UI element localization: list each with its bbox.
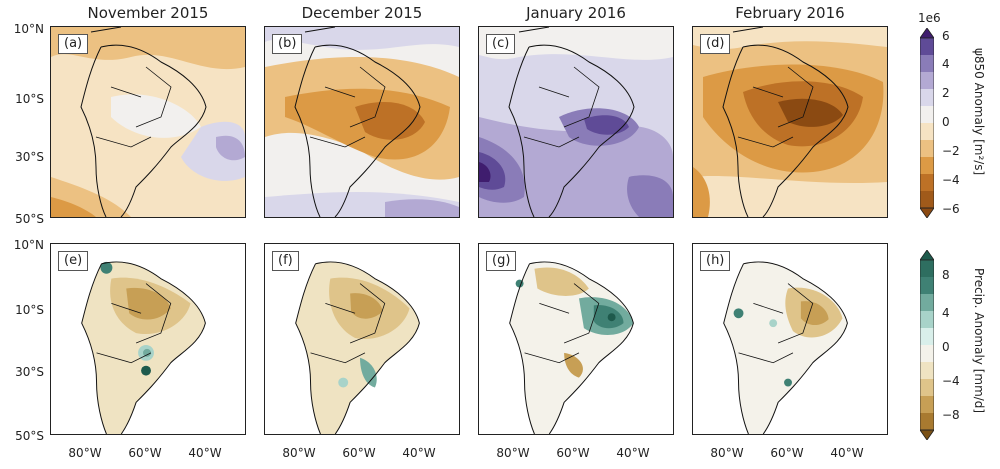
ytick-top-10n: 10°N	[13, 22, 44, 36]
colorbar-top-tick-neg2: −2	[942, 144, 960, 158]
precipitation-map-feb-2016	[694, 244, 886, 434]
panel-label-f: (f)	[272, 251, 299, 271]
colorbar-top-tick-neg4: −4	[942, 173, 960, 187]
colorbar-top	[920, 28, 934, 218]
streamfunction-map-nov-2015	[51, 27, 245, 217]
colorbar-top-tick-0: 0	[942, 115, 950, 129]
column-title-feb-2016: February 2016	[735, 4, 845, 22]
colorbar-bottom-tick-neg8: −8	[942, 408, 960, 422]
streamfunction-map-jan-2016	[479, 27, 673, 217]
panel-label-c: (c)	[486, 34, 516, 54]
panel-a: (a)	[50, 26, 246, 218]
xtick-f-80w: 80°W	[282, 446, 316, 460]
xtick-h-40w: 40°W	[830, 446, 864, 460]
column-title-dec-2015: December 2015	[301, 4, 423, 22]
xtick-e-80w: 80°W	[68, 446, 102, 460]
panel-g: (g)	[478, 243, 674, 435]
streamfunction-map-feb-2016	[693, 27, 887, 217]
panel-b: (b)	[264, 26, 460, 218]
colorbar-top-tick-6: 6	[942, 29, 950, 43]
panel-h: (h)	[692, 243, 888, 435]
xtick-h-80w: 80°W	[710, 446, 744, 460]
colorbar-bottom-tick-neg4: −4	[942, 374, 960, 388]
panel-f: (f)	[264, 243, 460, 435]
panel-label-a: (a)	[58, 34, 89, 54]
panel-label-e: (e)	[58, 251, 89, 271]
panel-d: (d)	[692, 26, 888, 218]
colorbar-bottom-tick-0: 0	[942, 340, 950, 354]
ytick-bottom-30s: 30°S	[15, 365, 44, 379]
ytick-bottom-50s: 50°S	[15, 429, 44, 443]
colorbar-top-tick-2: 2	[942, 86, 950, 100]
colorbar-top-label: ψ850 Anomaly [m²/s]	[972, 48, 986, 176]
panel-label-g: (g)	[486, 251, 517, 271]
ytick-top-10s: 10°S	[15, 92, 44, 106]
xtick-g-80w: 80°W	[496, 446, 530, 460]
panel-c: (c)	[478, 26, 674, 218]
colorbar-top-exponent: 1e6	[918, 11, 941, 25]
column-title-jan-2016: January 2016	[526, 4, 626, 22]
streamfunction-map-dec-2015	[265, 27, 459, 217]
precipitation-map-jan-2016	[480, 244, 672, 434]
panel-label-d: (d)	[700, 34, 731, 54]
precipitation-map-dec-2015	[266, 244, 458, 434]
xtick-g-40w: 40°W	[616, 446, 650, 460]
ytick-top-30s: 30°S	[15, 150, 44, 164]
panel-label-b: (b)	[272, 34, 303, 54]
colorbar-bottom-label: Precip. Anomaly [mm/d]	[972, 268, 986, 414]
colorbar-top-tick-4: 4	[942, 57, 950, 71]
xtick-g-60w: 60°W	[556, 446, 590, 460]
column-title-nov-2015: November 2015	[87, 4, 209, 22]
xtick-h-60w: 60°W	[770, 446, 804, 460]
xtick-f-40w: 40°W	[402, 446, 436, 460]
colorbar-bottom-tick-4: 4	[942, 306, 950, 320]
xtick-f-60w: 60°W	[342, 446, 376, 460]
xtick-e-40w: 40°W	[188, 446, 222, 460]
ytick-bottom-10n: 10°N	[13, 238, 44, 252]
colorbar-bottom-tick-8: 8	[942, 268, 950, 282]
colorbar-top-tick-neg6: −6	[942, 202, 960, 216]
xtick-e-60w: 60°W	[128, 446, 162, 460]
colorbar-bottom	[920, 250, 934, 440]
precipitation-map-nov-2015	[52, 244, 244, 434]
panel-label-h: (h)	[700, 251, 731, 271]
ytick-bottom-10s: 10°S	[15, 303, 44, 317]
panel-e: (e)	[50, 243, 246, 435]
ytick-top-50s: 50°S	[15, 212, 44, 226]
